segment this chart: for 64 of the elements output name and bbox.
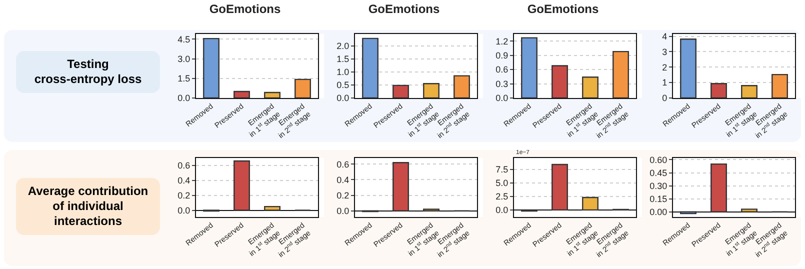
y-tick-label: 7.5 xyxy=(496,164,508,175)
y-tick-label: 0.0 xyxy=(496,205,508,216)
y-tick-label: 4.5 xyxy=(178,34,190,44)
y-tick-label: 0.9 xyxy=(496,50,508,60)
y-tick-label: 0.15 xyxy=(650,194,668,204)
bar xyxy=(552,65,568,98)
bar xyxy=(392,162,409,212)
bar xyxy=(264,206,280,211)
bar xyxy=(710,83,727,98)
chart-title: GoEmotions xyxy=(527,2,599,16)
y-tick-label: 1.0 xyxy=(336,67,350,78)
y-tick-label: 5.0 xyxy=(496,178,508,188)
y-tick-label: 0.6 xyxy=(496,64,508,75)
y-tick-label: 4 xyxy=(662,31,668,42)
y-tick-label: 0.4 xyxy=(178,176,190,186)
bar xyxy=(203,38,220,98)
bar xyxy=(392,84,409,98)
y-tick-label: 1 xyxy=(662,78,668,88)
chart-title: GoEmotions xyxy=(368,2,440,16)
bar xyxy=(552,164,568,211)
y-tick-label: 3 xyxy=(662,46,668,57)
bar xyxy=(521,37,538,98)
y-tick-label: 0.0 xyxy=(178,93,190,104)
bar xyxy=(294,78,311,98)
y-tick-label: 2 xyxy=(662,62,668,72)
y-tick-label: 0.3 xyxy=(496,78,508,89)
y-tick-label: 1.2 xyxy=(496,36,508,46)
y-tick-label: 0 xyxy=(662,93,668,104)
y-tick-label: 0.2 xyxy=(178,190,190,200)
y-tick-label: 1.5 xyxy=(336,54,350,64)
y-tick-label: 0.6 xyxy=(336,159,350,170)
bar xyxy=(423,83,440,98)
y-tick-label: 0.00 xyxy=(650,206,668,217)
bar xyxy=(454,75,470,98)
y-axis-title: Average contribution of individual interactions xyxy=(16,178,160,234)
y-tick-label: 0.2 xyxy=(336,190,350,200)
bar xyxy=(264,92,280,98)
y-tick-label: 0.0 xyxy=(336,206,350,216)
y-tick-label: 0.60 xyxy=(650,154,668,165)
y-tick-label: 0.45 xyxy=(650,168,668,178)
bar xyxy=(582,196,598,211)
y-axis-title: Testing cross-entropy loss xyxy=(16,51,160,93)
y-tick-label: 0.0 xyxy=(178,205,190,216)
y-tick-label: 0.6 xyxy=(178,160,190,171)
y-tick-label: 1.5 xyxy=(178,74,190,84)
y-tick-label: 3.0 xyxy=(178,54,190,64)
y-tick-label: 0.4 xyxy=(336,174,350,185)
y-tick-label: 0.0 xyxy=(336,93,350,104)
bar xyxy=(582,76,598,98)
bar xyxy=(772,74,788,98)
bar xyxy=(234,90,250,98)
y-tick-label: 2.5 xyxy=(496,192,508,202)
y-tick-label: 0.0 xyxy=(496,93,508,104)
bar xyxy=(710,163,727,212)
y-tick-label: 0.5 xyxy=(336,80,350,90)
y-tick-label: 0.30 xyxy=(650,180,668,191)
y-tick-label: 2.0 xyxy=(336,40,350,51)
bar xyxy=(362,38,378,98)
bar xyxy=(234,160,250,211)
bar xyxy=(741,208,758,212)
bar xyxy=(680,38,696,98)
bar xyxy=(741,85,758,98)
bar xyxy=(612,50,629,98)
chart-title: GoEmotions xyxy=(209,2,281,16)
